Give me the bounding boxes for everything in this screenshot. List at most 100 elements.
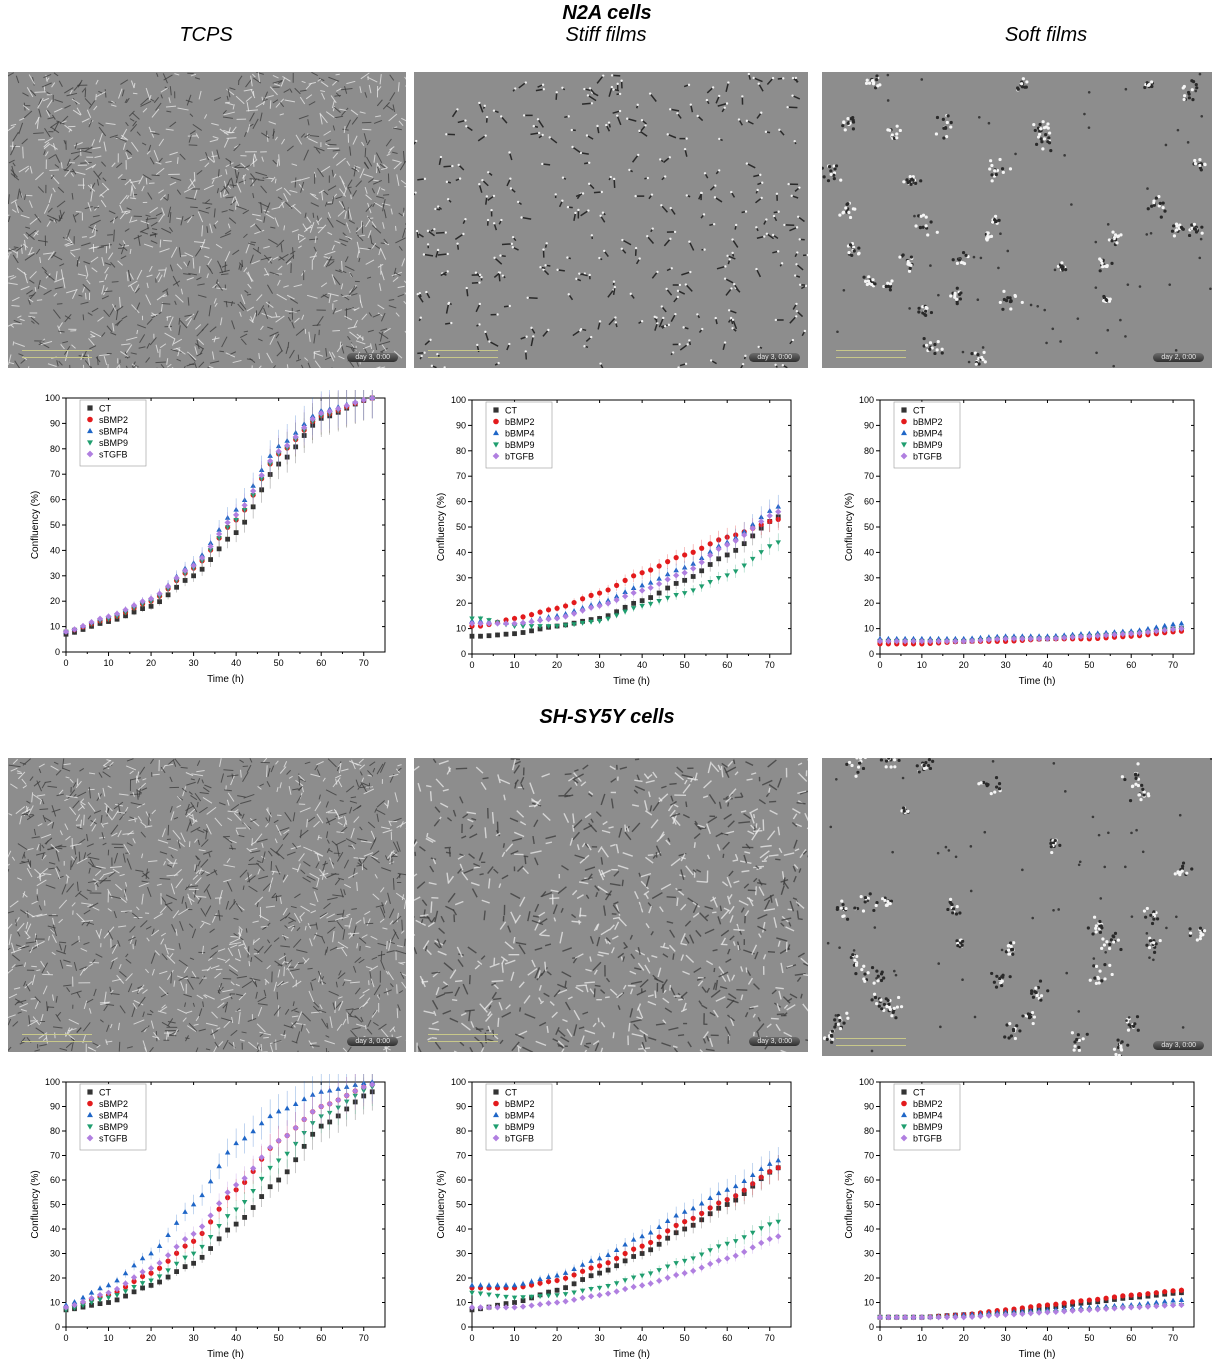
data-point (494, 1304, 501, 1311)
data-point (758, 1239, 765, 1247)
legend-label: sBMP2 (99, 415, 128, 425)
data-point (715, 545, 722, 553)
data-point (910, 1314, 917, 1321)
data-point (1136, 1303, 1143, 1311)
micrograph-n2a-tcps: day 3, 0:00 (8, 72, 406, 368)
data-point (130, 1274, 138, 1281)
x-tick-label: 10 (104, 658, 114, 668)
x-axis-label: Time (h) (613, 676, 650, 687)
data-point (199, 566, 205, 572)
data-point (716, 1205, 722, 1211)
data-point (156, 1243, 163, 1248)
data-point (344, 1106, 350, 1112)
data-point (715, 1244, 722, 1250)
data-point (469, 616, 475, 622)
x-tick-label: 10 (510, 660, 520, 670)
data-point (715, 543, 722, 549)
y-tick-label: 80 (864, 446, 874, 456)
data-point (1102, 632, 1110, 639)
y-tick-label: 100 (859, 395, 874, 405)
data-point (208, 557, 214, 562)
micrograph-n2a-stiff: day 3, 0:00 (414, 72, 808, 368)
data-point (528, 1278, 535, 1284)
data-point (943, 1314, 951, 1321)
data-point (199, 1254, 205, 1260)
y-tick-label: 20 (456, 1273, 466, 1283)
data-point (468, 1304, 476, 1311)
data-point (681, 564, 688, 570)
data-point (140, 606, 145, 611)
data-point (588, 1286, 594, 1292)
data-point (259, 1194, 265, 1199)
data-point (528, 1302, 535, 1309)
data-point (545, 616, 552, 623)
cell-texture (414, 72, 808, 368)
data-point (681, 1208, 688, 1214)
data-point (495, 632, 500, 638)
data-point (1170, 621, 1176, 627)
data-point (275, 1158, 282, 1164)
data-point (690, 1256, 696, 1262)
legend-label: CT (505, 1088, 517, 1098)
data-point (639, 603, 645, 609)
timestamp-badge: day 3, 0:00 (1153, 1041, 1204, 1050)
data-point (876, 1314, 884, 1321)
data-point (318, 1088, 324, 1094)
data-point (1002, 635, 1009, 642)
data-point (630, 606, 637, 611)
data-point (766, 512, 773, 519)
legend-marker (86, 450, 94, 458)
data-point (519, 1303, 527, 1310)
legend-marker (493, 1089, 499, 1095)
data-point (131, 1278, 137, 1284)
cell-texture (8, 72, 406, 368)
data-point (292, 433, 299, 441)
y-tick-label: 60 (864, 497, 874, 507)
legend-label: bBMP9 (505, 1122, 535, 1132)
data-point (732, 1252, 739, 1259)
series-CT (469, 1155, 781, 1313)
data-point (208, 1219, 214, 1225)
data-point (562, 1275, 569, 1281)
data-point (554, 1287, 560, 1293)
data-point (284, 442, 291, 449)
data-point (310, 422, 316, 428)
data-point (758, 1166, 764, 1172)
legend-marker (901, 429, 907, 436)
legend-label: bBMP4 (505, 429, 535, 439)
data-point (477, 616, 484, 622)
legend-label: CT (99, 404, 111, 414)
data-point (477, 1291, 484, 1297)
data-point (326, 1100, 333, 1107)
legend-label: bBMP2 (913, 417, 943, 427)
legend-marker (492, 1134, 500, 1142)
data-point (1128, 1292, 1134, 1298)
data-point (622, 1258, 628, 1264)
data-point (537, 624, 543, 629)
data-point (656, 1241, 662, 1247)
micrograph-sh-soft: day 3, 0:00 (822, 758, 1212, 1056)
data-point (724, 1186, 730, 1192)
data-point (156, 1259, 163, 1267)
data-point (1061, 1300, 1067, 1306)
x-tick-label: 10 (917, 1333, 927, 1343)
data-point (352, 1082, 358, 1087)
data-point (309, 413, 316, 419)
data-point (79, 622, 87, 630)
data-point (224, 519, 231, 526)
series-bBMP9 (469, 1213, 781, 1301)
data-point (707, 541, 713, 547)
data-point (707, 562, 713, 567)
data-point (673, 572, 680, 579)
data-point (1019, 1305, 1025, 1311)
data-point (139, 598, 146, 605)
y-tick-label: 30 (50, 571, 60, 581)
data-point (682, 1226, 688, 1232)
data-point (664, 1218, 671, 1223)
x-tick-label: 0 (63, 1333, 68, 1343)
data-point (216, 1163, 222, 1169)
data-point (147, 595, 155, 602)
data-point (511, 1282, 518, 1288)
data-point (766, 508, 773, 513)
data-point (352, 1099, 358, 1105)
